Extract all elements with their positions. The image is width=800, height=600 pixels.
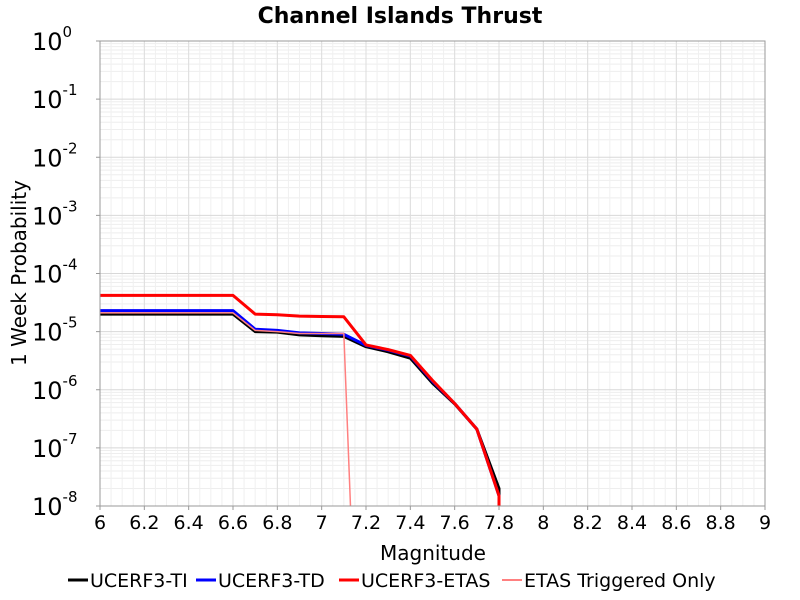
legend-label: ETAS Triggered Only [524,570,716,592]
series-line-etas-triggered-only [100,312,352,507]
legend-label: UCERF3-TI [90,570,188,592]
y-tick-label: 10-2 [32,139,78,172]
y-tick-label: 10-4 [32,256,78,289]
x-tick-label: 9 [759,512,771,534]
x-tick-label: 7.8 [484,512,514,534]
x-tick-label: 7 [316,512,328,534]
x-tick-label: 8.6 [661,512,691,534]
y-tick-label: 10-5 [32,314,78,347]
y-tick-label: 10-1 [32,81,78,114]
legend: UCERF3-TI UCERF3-TD UCERF3-ETAS ETAS Trigge… [68,570,716,592]
series-line-ucerf3-etas [100,293,501,506]
x-tick-label: 7.4 [395,512,425,534]
x-tick-label: 7.6 [440,512,470,534]
x-tick-label: 6.6 [218,512,248,534]
y-axis-label: 1 Week Probability [7,180,31,366]
x-tick-label: 6.4 [174,512,204,534]
x-tick-label: 6.2 [129,512,159,534]
x-tick-label: 8 [537,512,549,534]
x-axis-ticks: 6 6.2 6.4 6.6 6.8 7 7.2 7.4 7.6 7.8 8 8.2 8.4 8.6 8.8 9 [94,506,771,534]
legend-label: UCERF3-ETAS [361,570,490,592]
x-tick-label: 8.8 [706,512,736,534]
chart-title: Channel Islands Thrust [258,4,543,29]
x-tick-label: 8.4 [617,512,647,534]
series-layer [100,293,501,507]
y-tick-label: 10-8 [32,488,78,521]
x-axis-label: Magnitude [380,541,486,565]
y-axis-ticks: 100 10-1 10-2 10-3 10-4 10-5 10-6 10-7 10-8 [32,23,100,521]
y-tick-label: 10-7 [32,430,78,463]
y-tick-label: 10-6 [32,372,78,405]
legend-label: UCERF3-TD [218,570,325,592]
y-tick-label: 100 [32,23,72,56]
x-tick-label: 7.2 [351,512,381,534]
x-tick-label: 6 [94,512,106,534]
x-tick-label: 6.8 [262,512,292,534]
y-tick-label: 10-3 [32,197,78,230]
x-tick-label: 8.2 [573,512,603,534]
